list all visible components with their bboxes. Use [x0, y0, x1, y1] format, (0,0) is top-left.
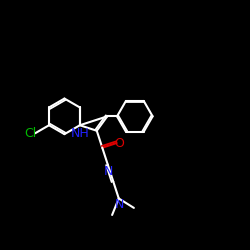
Text: N: N: [104, 165, 114, 178]
Text: N: N: [115, 198, 124, 211]
Text: O: O: [115, 136, 124, 149]
Text: Cl: Cl: [24, 127, 37, 140]
Text: NH: NH: [70, 128, 89, 140]
